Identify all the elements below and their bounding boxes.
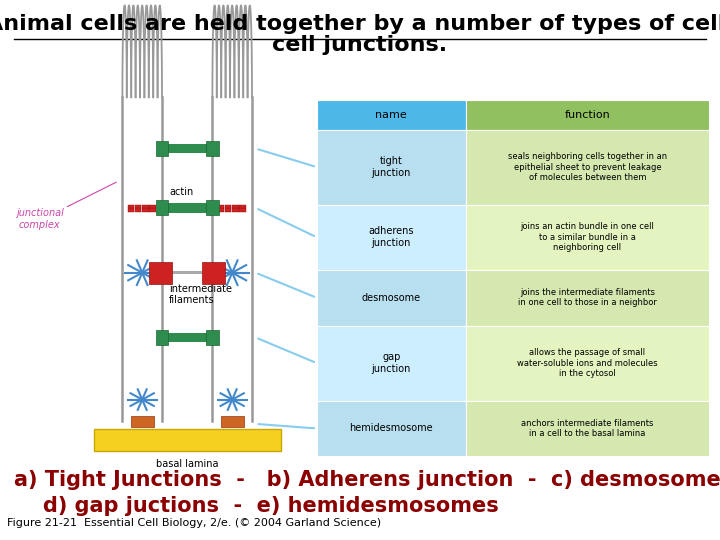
- Text: basal lamina: basal lamina: [156, 459, 218, 469]
- Bar: [225, 205, 232, 208]
- Bar: [202, 262, 225, 284]
- Bar: [466, 326, 709, 401]
- Bar: [156, 330, 168, 345]
- Bar: [239, 208, 246, 212]
- Text: junctional
complex: junctional complex: [16, 208, 63, 230]
- Bar: [156, 200, 168, 215]
- Text: seals neighboring cells together in an
epithelial sheet to prevent leakage
of mo: seals neighboring cells together in an e…: [508, 152, 667, 182]
- Bar: [162, 203, 212, 213]
- Bar: [162, 144, 212, 153]
- Bar: [150, 208, 156, 212]
- Bar: [128, 208, 135, 212]
- Bar: [317, 205, 466, 270]
- Bar: [220, 416, 243, 427]
- Text: name: name: [376, 110, 408, 120]
- Bar: [206, 200, 219, 215]
- Bar: [217, 205, 225, 208]
- Bar: [317, 100, 466, 130]
- Text: allows the passage of small
water-soluble ions and molecules
in the cytosol: allows the passage of small water-solubl…: [517, 348, 658, 378]
- Bar: [317, 130, 466, 205]
- Bar: [172, 271, 202, 274]
- Bar: [466, 100, 709, 130]
- Text: tight
junction: tight junction: [372, 156, 411, 178]
- Bar: [466, 205, 709, 270]
- Bar: [317, 326, 466, 401]
- Bar: [232, 208, 239, 212]
- Bar: [143, 205, 149, 208]
- Bar: [225, 208, 232, 212]
- Text: a) Tight Junctions  -   b) Adherens junction  -  c) desmosomes: a) Tight Junctions - b) Adherens junctio…: [14, 470, 720, 490]
- Bar: [317, 270, 466, 326]
- Text: joins an actin bundle in one cell
to a similar bundle in a
neighboring cell: joins an actin bundle in one cell to a s…: [521, 222, 654, 252]
- Bar: [466, 270, 709, 326]
- Bar: [317, 401, 466, 456]
- Text: gap
junction: gap junction: [372, 352, 411, 374]
- Text: adherens
junction: adherens junction: [369, 226, 414, 248]
- Bar: [206, 330, 219, 345]
- Text: d) gap juctions  -  e) hemidesmosomes: d) gap juctions - e) hemidesmosomes: [14, 496, 499, 516]
- Bar: [217, 208, 225, 212]
- Bar: [94, 429, 281, 451]
- Text: anchors intermediate filaments
in a cell to the basal lamina: anchors intermediate filaments in a cell…: [521, 419, 654, 438]
- Text: hemidesmosome: hemidesmosome: [349, 423, 433, 434]
- Bar: [135, 208, 142, 212]
- Bar: [128, 205, 135, 208]
- Bar: [232, 205, 239, 208]
- Text: function: function: [564, 110, 611, 120]
- Text: Figure 21-21  Essential Cell Biology, 2/e. (© 2004 Garland Science): Figure 21-21 Essential Cell Biology, 2/e…: [7, 518, 382, 528]
- Bar: [135, 205, 142, 208]
- Text: Animal cells are held together by a number of types of cell-: Animal cells are held together by a numb…: [0, 14, 720, 33]
- Text: actin: actin: [169, 187, 194, 197]
- Bar: [466, 401, 709, 456]
- Bar: [206, 141, 219, 156]
- Bar: [150, 205, 156, 208]
- Text: joins the intermediate filaments
in one cell to those in a neighbor: joins the intermediate filaments in one …: [518, 288, 657, 307]
- Text: intermediate
filaments: intermediate filaments: [169, 284, 232, 305]
- Bar: [466, 130, 709, 205]
- Bar: [143, 208, 149, 212]
- Bar: [149, 262, 172, 284]
- Bar: [162, 333, 212, 342]
- Bar: [131, 416, 154, 427]
- Text: desmosome: desmosome: [361, 293, 421, 303]
- Text: cell junctions.: cell junctions.: [272, 35, 448, 55]
- Bar: [156, 141, 168, 156]
- Bar: [239, 205, 246, 208]
